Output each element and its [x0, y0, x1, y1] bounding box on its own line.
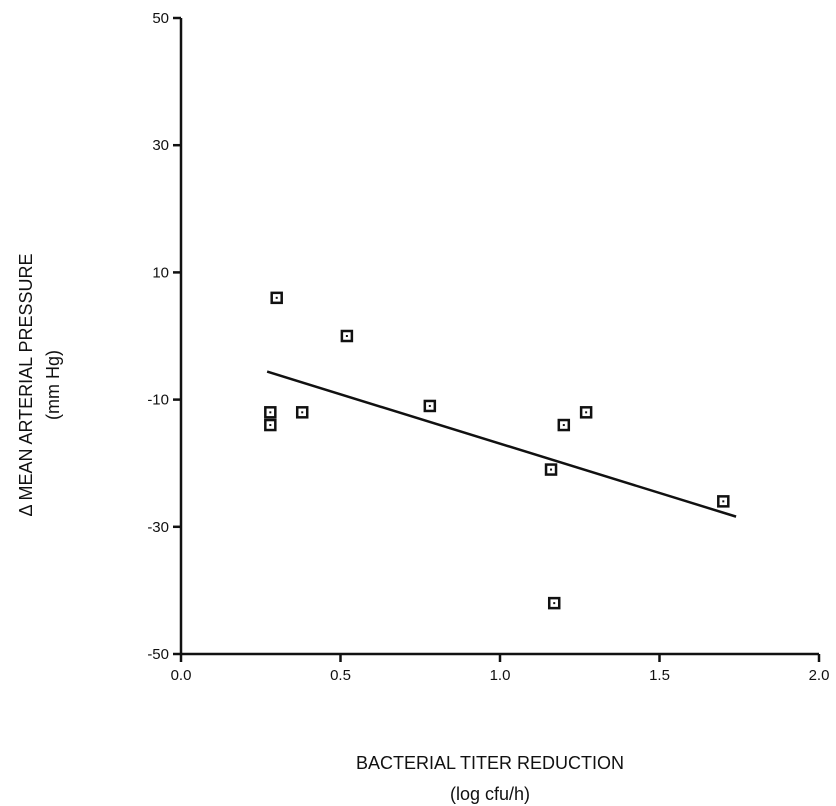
- x-tick-label: 0.0: [171, 667, 192, 684]
- y-axis-unit-group: (mm Hg): [43, 350, 63, 420]
- x-tick-label: 1.5: [649, 667, 670, 684]
- x-tick-label: 2.0: [809, 667, 830, 684]
- x-axis-unit: (log cfu/h): [450, 784, 530, 804]
- x-tick-label: 0.5: [330, 667, 351, 684]
- data-point: [270, 291, 283, 305]
- data-point: [557, 418, 571, 432]
- data-point: [295, 406, 309, 419]
- tick-marks: [173, 16, 821, 662]
- data-point: [544, 463, 558, 476]
- y-axis-unit: (mm Hg): [43, 350, 63, 420]
- point-center: [275, 296, 278, 299]
- data-point: [264, 418, 277, 432]
- point-center: [722, 500, 725, 503]
- point-center: [269, 424, 272, 427]
- data-point: [340, 329, 354, 343]
- data-point: [547, 596, 561, 610]
- y-tick-label: -30: [147, 519, 169, 536]
- data-points: [264, 291, 730, 610]
- x-axis-title: BACTERIAL TITER REDUCTION: [356, 753, 624, 773]
- point-center: [562, 424, 565, 427]
- point-center: [550, 468, 553, 471]
- y-tick-label: 10: [152, 264, 169, 281]
- y-axis-title: Δ MEAN ARTERIAL PRESSURE: [16, 253, 36, 516]
- y-tick-label: 30: [152, 137, 169, 154]
- regression-line: [266, 370, 737, 518]
- data-point: [579, 406, 593, 419]
- point-center: [301, 411, 304, 414]
- data-point: [717, 495, 730, 508]
- x-tick-label: 1.0: [490, 667, 511, 684]
- data-point: [423, 399, 437, 413]
- y-tick-label: -50: [147, 646, 169, 663]
- point-center: [553, 602, 556, 605]
- point-center: [345, 335, 348, 337]
- y-tick-label: 50: [152, 10, 169, 27]
- fit-line-group: [266, 370, 737, 518]
- point-center: [585, 411, 588, 414]
- data-point: [264, 406, 277, 419]
- axes: [179, 18, 819, 656]
- point-center: [428, 404, 431, 407]
- point-center: [269, 411, 272, 414]
- y-axis-title-group: Δ MEAN ARTERIAL PRESSURE: [16, 253, 36, 516]
- tick-labels: -50 -30 -10 10 30 50 0.0 0.5 1.0 1.5 2.0: [147, 10, 829, 684]
- y-tick-label: -10: [147, 392, 169, 409]
